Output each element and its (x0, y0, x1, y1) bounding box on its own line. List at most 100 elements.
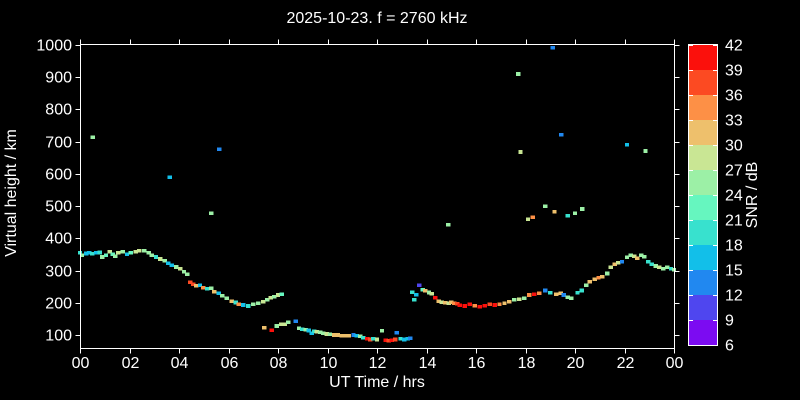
data-point (646, 260, 651, 264)
data-point (358, 334, 363, 339)
data-point (472, 303, 477, 308)
data-point (165, 261, 171, 265)
data-point (205, 287, 210, 291)
x-tick-label: 02 (122, 355, 140, 372)
data-point (110, 252, 115, 256)
data-point (269, 328, 274, 332)
y-axis-label: Virtual height / km (3, 129, 20, 257)
x-tick-label: 00 (72, 355, 90, 372)
data-point (558, 291, 563, 296)
data-point (405, 337, 411, 341)
data-point (191, 282, 196, 287)
y-tick-label: 700 (45, 135, 72, 152)
data-point (212, 290, 217, 294)
data-point (482, 303, 487, 308)
data-point (224, 296, 229, 301)
colorbar-label: SNR / dB (744, 161, 761, 229)
data-point (392, 337, 398, 342)
colorbar-tick-label: 15 (725, 263, 743, 280)
y-tick-label: 200 (45, 296, 72, 313)
data-point (194, 283, 199, 288)
data-point (324, 332, 329, 336)
data-point (596, 275, 601, 280)
data-point (409, 290, 415, 294)
data-point (169, 263, 174, 267)
data-point (455, 301, 460, 306)
data-point (374, 337, 380, 342)
data-point (580, 207, 585, 211)
x-tick-label: 04 (171, 355, 189, 372)
data-point (548, 291, 553, 295)
data-point (379, 329, 385, 333)
data-point (146, 251, 151, 255)
x-tick-label: 06 (221, 355, 239, 372)
data-point (565, 214, 570, 218)
data-point (364, 337, 370, 341)
data-point (107, 250, 112, 254)
data-point (174, 265, 179, 269)
data-point (446, 223, 451, 227)
data-point (477, 304, 482, 309)
data-point (530, 215, 536, 219)
x-tick-label: 10 (320, 355, 338, 372)
colorbar-segment (689, 320, 717, 345)
data-point (583, 283, 589, 287)
data-point (296, 326, 302, 330)
colorbar-tick-label: 27 (725, 163, 743, 180)
data-point (386, 339, 392, 343)
data-point (346, 333, 352, 338)
data-point (216, 291, 221, 296)
data-point (209, 211, 214, 215)
data-point (554, 292, 559, 296)
data-point (416, 283, 422, 287)
data-point (668, 266, 674, 271)
data-point (492, 303, 497, 307)
colorbar-segment (689, 195, 717, 220)
data-point (436, 299, 442, 303)
data-point (462, 304, 468, 308)
data-point (361, 335, 366, 340)
data-point (314, 330, 319, 334)
data-point (657, 265, 662, 270)
data-point (236, 302, 242, 307)
colorbar-border (688, 44, 718, 346)
data-point (246, 304, 251, 308)
data-point (600, 274, 605, 279)
data-point (624, 255, 630, 260)
data-point (487, 302, 492, 307)
data-point (153, 255, 159, 259)
data-point (665, 265, 670, 270)
data-point (274, 324, 279, 328)
x-tick-label: 00 (666, 355, 684, 372)
data-point (317, 330, 323, 335)
colorbar-tick-label: 42 (725, 38, 743, 55)
data-point (518, 150, 523, 154)
data-point (643, 149, 648, 153)
data-point (133, 250, 138, 254)
data-point (433, 296, 438, 300)
data-point (398, 337, 403, 341)
data-point (619, 260, 625, 264)
data-point (559, 133, 564, 137)
data-point (279, 292, 284, 296)
colorbar-segment (689, 295, 717, 320)
x-tick-label: 12 (369, 355, 387, 372)
colorbar-tick-label: 12 (725, 288, 743, 305)
data-point (158, 257, 163, 261)
data-point (525, 217, 531, 222)
data-point (624, 143, 630, 147)
y-tick-label: 800 (45, 102, 72, 119)
data-point (300, 327, 305, 331)
data-point (209, 286, 214, 291)
chart-title: 2025-10-23. f = 2760 kHz (286, 10, 468, 27)
data-point (167, 175, 172, 179)
data-point (389, 338, 394, 342)
x-tick-label: 08 (270, 355, 288, 372)
data-point (527, 293, 532, 297)
data-point (93, 251, 99, 255)
x-tick-label: 20 (567, 355, 585, 372)
data-point (84, 251, 89, 256)
data-point (572, 211, 578, 215)
colorbar-segment (689, 45, 717, 70)
data-point (268, 295, 273, 300)
